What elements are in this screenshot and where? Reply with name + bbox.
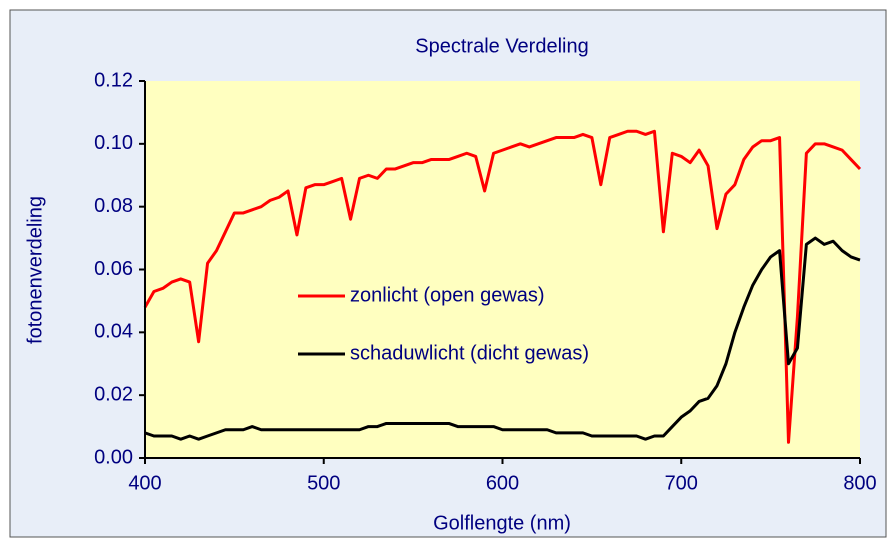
legend-label: zonlicht (open gewas) xyxy=(350,284,545,306)
y-tick-label: 0.10 xyxy=(94,132,133,154)
x-tick-label: 600 xyxy=(486,472,519,494)
y-axis-label: fotonenverdeling xyxy=(24,196,46,344)
plot-area xyxy=(145,81,860,458)
x-tick-label: 800 xyxy=(843,472,876,494)
y-tick-label: 0.06 xyxy=(94,258,133,280)
chart-title: Spectrale Verdeling xyxy=(415,35,588,57)
y-tick-label: 0.12 xyxy=(94,69,133,91)
y-tick-label: 0.08 xyxy=(94,195,133,217)
series-line xyxy=(143,129,862,444)
series-line xyxy=(144,236,861,441)
x-tick-label: 400 xyxy=(128,472,161,494)
x-tick-label: 500 xyxy=(307,472,340,494)
x-tick-label: 700 xyxy=(665,472,698,494)
x-axis-label: Golflengte (nm) xyxy=(433,512,571,534)
y-tick-label: 0.00 xyxy=(94,446,133,468)
legend-label: schaduwlicht (dicht gewas) xyxy=(350,342,589,364)
y-tick-label: 0.04 xyxy=(94,321,133,343)
y-tick-label: 0.02 xyxy=(94,383,133,405)
